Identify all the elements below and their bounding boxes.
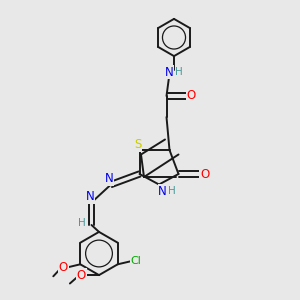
Text: O: O: [59, 261, 68, 274]
Text: H: H: [78, 218, 86, 229]
Text: N: N: [158, 184, 167, 198]
Text: O: O: [200, 167, 209, 181]
Text: H: H: [175, 67, 183, 77]
Text: Cl: Cl: [131, 256, 142, 266]
Text: H: H: [168, 186, 176, 196]
Text: O: O: [77, 268, 86, 282]
Text: N: N: [85, 190, 94, 203]
Text: N: N: [105, 172, 114, 185]
Text: O: O: [187, 89, 196, 102]
Text: N: N: [165, 65, 174, 79]
Text: S: S: [134, 138, 142, 151]
